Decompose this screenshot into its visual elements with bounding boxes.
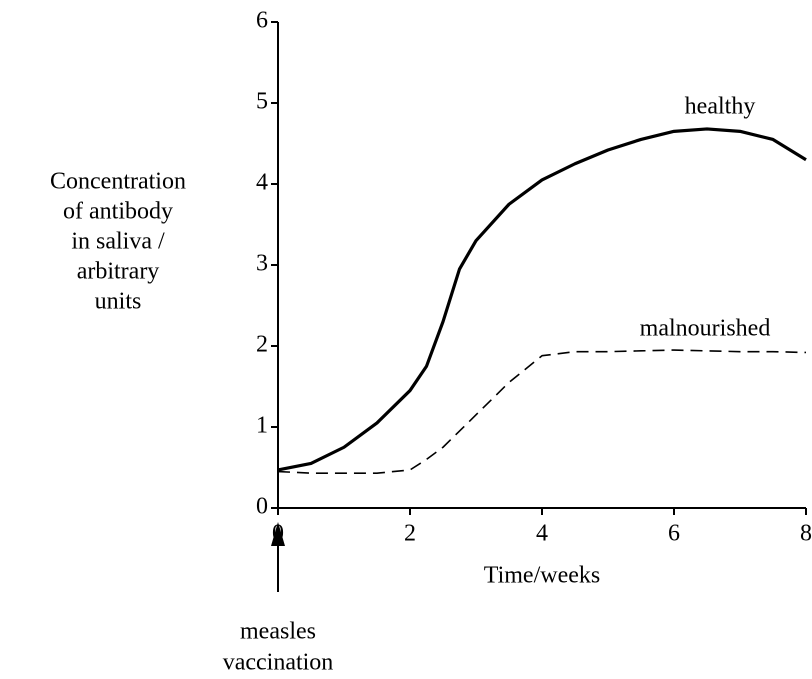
y-tick-label: 5 bbox=[256, 89, 268, 115]
x-tick-label: 2 bbox=[404, 521, 416, 547]
y-tick-label: 2 bbox=[256, 332, 268, 358]
annotation-text: measles bbox=[240, 619, 316, 645]
y-axis-label: Concentration bbox=[50, 169, 186, 195]
y-axis-label: in saliva / bbox=[71, 229, 165, 255]
series-line bbox=[277, 127, 807, 472]
y-tick-label: 1 bbox=[256, 413, 268, 439]
annotation-arrowhead bbox=[271, 522, 285, 546]
y-tick-label: 6 bbox=[256, 8, 268, 34]
y-tick-label: 3 bbox=[256, 251, 268, 277]
y-axis-label: arbitrary bbox=[77, 259, 160, 285]
x-axis-label: Time/weeks bbox=[484, 563, 600, 589]
y-tick-label: 4 bbox=[256, 170, 268, 196]
series-label: malnourished bbox=[640, 316, 771, 342]
x-tick-label: 6 bbox=[668, 521, 680, 547]
x-tick-label: 4 bbox=[536, 521, 548, 547]
y-axis-label: of antibody bbox=[63, 199, 173, 225]
x-tick-label: 8 bbox=[800, 521, 812, 547]
series-label: healthy bbox=[685, 94, 756, 120]
y-tick-label: 0 bbox=[256, 494, 268, 520]
y-axis-label: units bbox=[95, 289, 142, 315]
annotation-text: vaccination bbox=[223, 650, 334, 676]
series-line bbox=[277, 349, 807, 474]
